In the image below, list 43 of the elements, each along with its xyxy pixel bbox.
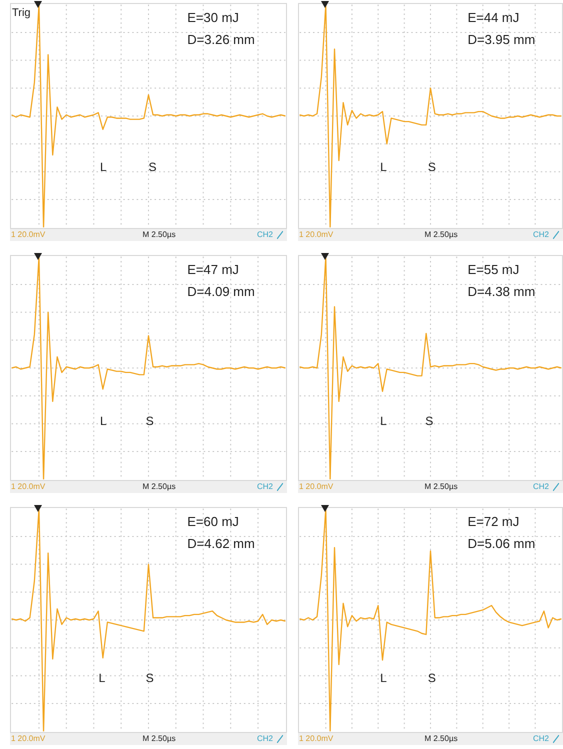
- annotation: L: [380, 160, 387, 174]
- text: CH2: [257, 230, 274, 239]
- annotation: D=4.62 mm: [187, 536, 255, 551]
- annotation: L: [100, 160, 107, 174]
- annotation: S: [425, 414, 434, 428]
- text: M 2.50µs: [142, 230, 176, 239]
- annotation: E=55 mJ: [468, 262, 520, 277]
- text: CH2: [257, 482, 274, 491]
- annotation: E=44 mJ: [468, 10, 520, 25]
- text: CH2: [533, 734, 550, 743]
- annotation: Trig: [12, 7, 31, 19]
- text: 1 20.0mV: [299, 230, 334, 239]
- annotation: L: [98, 670, 106, 685]
- text: M 2.50µs: [424, 230, 458, 239]
- annotation: E=47 mJ: [187, 262, 239, 277]
- annotation: E=30 mJ: [187, 10, 239, 25]
- annotation: E=60 mJ: [187, 514, 239, 529]
- text: CH2: [257, 734, 274, 743]
- text: 1 20.0mV: [299, 482, 334, 491]
- text: 1 20.0mV: [299, 734, 334, 743]
- text: 1 20.0mV: [11, 482, 46, 491]
- annotation: D=3.95 mm: [468, 32, 536, 47]
- annotation: S: [428, 670, 436, 685]
- annotation: L: [380, 670, 387, 685]
- text: CH2: [533, 482, 550, 491]
- annotation: L: [100, 414, 107, 428]
- annotation: D=3.26 mm: [187, 32, 255, 47]
- annotation: S: [146, 670, 154, 685]
- annotation: S: [428, 160, 436, 174]
- annotation: D=4.09 mm: [187, 284, 255, 299]
- text: M 2.50µs: [142, 482, 176, 491]
- text: M 2.50µs: [424, 482, 458, 491]
- annotation: D=5.06 mm: [468, 536, 536, 551]
- text: 1 20.0mV: [11, 734, 46, 743]
- annotation: L: [380, 414, 387, 428]
- text: CH2: [533, 230, 550, 239]
- annotation: S: [148, 160, 157, 174]
- annotation: D=4.38 mm: [468, 284, 536, 299]
- text: M 2.50µs: [142, 734, 176, 743]
- annotation: E=72 mJ: [468, 514, 520, 529]
- text: M 2.50µs: [424, 734, 458, 743]
- annotation: S: [146, 414, 154, 428]
- text: 1 20.0mV: [11, 230, 46, 239]
